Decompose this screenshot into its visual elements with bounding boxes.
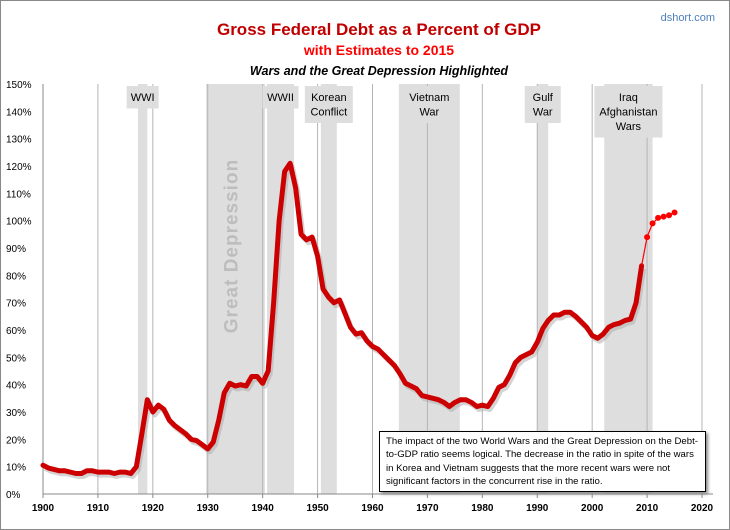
x-tick-label: 1920	[142, 503, 165, 514]
highlight-band	[138, 84, 148, 494]
y-tick-label: 100%	[6, 217, 32, 228]
estimate-point	[660, 213, 667, 220]
y-tick-label: 0%	[6, 490, 21, 501]
highlight-band	[604, 84, 653, 494]
actual-debt-line	[40, 160, 645, 476]
chart-subtitle-2: Wars and the Great Depression Highlighte…	[250, 64, 509, 78]
great-depression-label: Great Depression	[221, 159, 242, 333]
y-tick-label: 130%	[6, 135, 32, 146]
estimate-point	[671, 209, 678, 216]
highlight-band	[537, 84, 549, 494]
war-label: Vietnam War	[409, 92, 449, 119]
war-label: Iraq Afghanistan Wars	[599, 92, 657, 133]
x-tick-label: 2000	[581, 503, 604, 514]
x-tick-label: 1910	[87, 503, 110, 514]
source-label: dshort.com	[661, 12, 715, 24]
x-tick-label: 2020	[691, 503, 714, 514]
war-label: Korean Conflict	[310, 92, 347, 119]
x-tick-label: 1980	[471, 503, 494, 514]
y-tick-label: 140%	[6, 107, 32, 118]
highlight-band	[267, 84, 294, 494]
y-tick-label: 40%	[6, 381, 26, 392]
war-label-box	[524, 86, 561, 123]
estimate-point	[666, 212, 673, 219]
x-tick-label: 1990	[526, 503, 549, 514]
x-tick-label: 1960	[361, 503, 384, 514]
x-tick-label: 2010	[636, 503, 659, 514]
estimate-point	[644, 234, 651, 241]
chart-subtitle: with Estimates to 2015	[303, 42, 454, 58]
series-shadow	[43, 163, 647, 479]
y-tick-label: 60%	[6, 326, 26, 337]
x-tick-label: 1900	[32, 503, 55, 514]
y-tick-label: 110%	[6, 189, 31, 200]
y-tick-label: 50%	[6, 353, 26, 364]
estimate-point	[655, 214, 662, 221]
highlight-band	[320, 84, 337, 494]
x-tick-label: 1950	[306, 503, 329, 514]
war-label-box	[405, 86, 454, 123]
y-tick-label: 120%	[6, 162, 32, 173]
war-label-box	[262, 86, 299, 109]
war-label: WWI	[131, 92, 155, 104]
y-tick-label: 10%	[6, 463, 26, 474]
y-tick-label: 80%	[6, 271, 26, 282]
y-tick-label: 30%	[6, 408, 26, 419]
war-label-box	[304, 86, 353, 123]
y-tick-label: 150%	[6, 80, 32, 91]
annotation-box: The impact of the two World Wars and the…	[379, 431, 706, 493]
x-tick-label: 1940	[252, 503, 275, 514]
highlight-band	[398, 84, 460, 494]
y-tick-label: 20%	[6, 435, 26, 446]
x-tick-label: 1970	[416, 503, 439, 514]
estimate-point	[649, 220, 656, 227]
war-label-box	[594, 86, 663, 138]
y-tick-label: 70%	[6, 299, 26, 310]
war-label: Gulf War	[533, 92, 554, 119]
x-tick-label: 1930	[197, 503, 220, 514]
war-label: WWII	[267, 92, 294, 104]
y-tick-label: 90%	[6, 244, 26, 255]
chart-title: Gross Federal Debt as a Percent of GDP	[217, 20, 541, 39]
war-label-box	[126, 86, 159, 109]
